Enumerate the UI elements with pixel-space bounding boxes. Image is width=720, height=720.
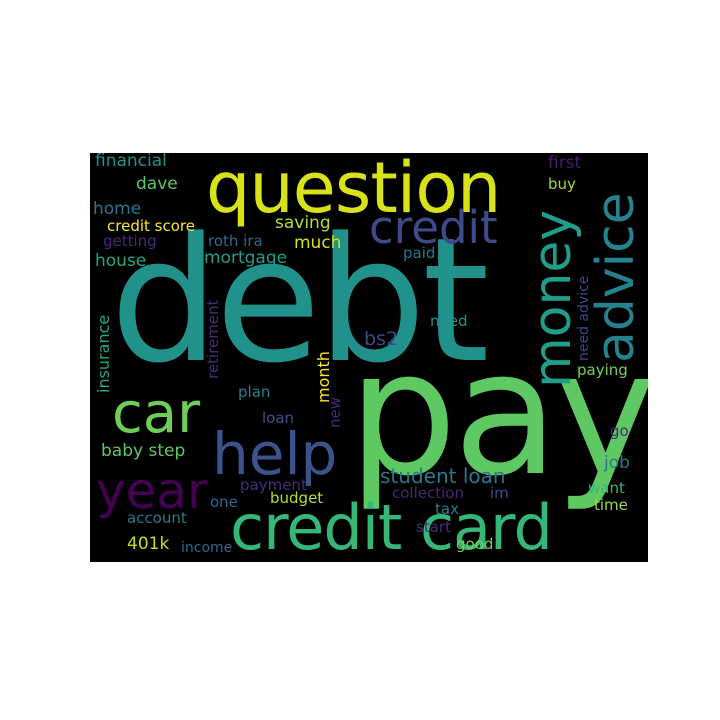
word-car: car [112,381,201,446]
word-bs2: bs2 [364,328,399,350]
word-collection: collection [392,484,464,502]
word-im: im [490,484,509,502]
word-help: help [212,420,338,488]
word-year: year [96,462,208,520]
word-much: much [294,233,342,253]
word-tax: tax [435,500,459,518]
word-baby-step: baby step [101,441,186,461]
word-need: need [430,312,468,330]
word-advice: advice [586,192,646,363]
word-buy: buy [548,175,576,193]
word-roth-ira: roth ira [208,232,263,250]
word-start: start [416,518,451,536]
word-credit-card: credit card [230,491,553,562]
word-want: want [588,479,625,497]
word-debt: debt [110,200,490,401]
word-first: first [548,153,582,173]
word-new: new [326,396,344,428]
word-paying: paying [577,361,628,379]
word-paid: paid [403,244,436,262]
word-house: house [95,251,147,271]
word-need-advice: need advice [576,275,592,361]
word-money: money [523,209,583,388]
word-question: question [206,153,501,229]
word-financial: financial [95,153,167,171]
word-payment: payment [240,476,307,494]
word-insurance: insurance [94,314,113,393]
word-income: income [181,540,233,556]
word-credit-score: credit score [107,217,195,235]
word-401k: 401k [127,534,170,554]
word-home: home [93,199,142,219]
word-good: good [456,535,494,553]
word-cloud: debt pay question credit card money advi… [90,153,648,562]
word-dave: dave [136,174,178,194]
word-loan: loan [262,409,295,427]
word-plan: plan [238,383,271,401]
word-saving: saving [275,213,331,233]
word-pay: pay [348,313,648,514]
word-one: one [210,493,238,511]
word-budget: budget [270,489,324,507]
word-student-loan: student loan [380,464,506,488]
word-account: account [127,509,187,527]
word-credit: credit [369,201,498,254]
word-month: month [314,351,333,403]
word-job: job [604,453,630,473]
word-getting: getting [103,232,157,250]
word-go: go [610,422,629,440]
word-mortgage: mortgage [204,248,288,268]
word-time: time [594,496,628,514]
word-retirement: retirement [204,299,222,379]
